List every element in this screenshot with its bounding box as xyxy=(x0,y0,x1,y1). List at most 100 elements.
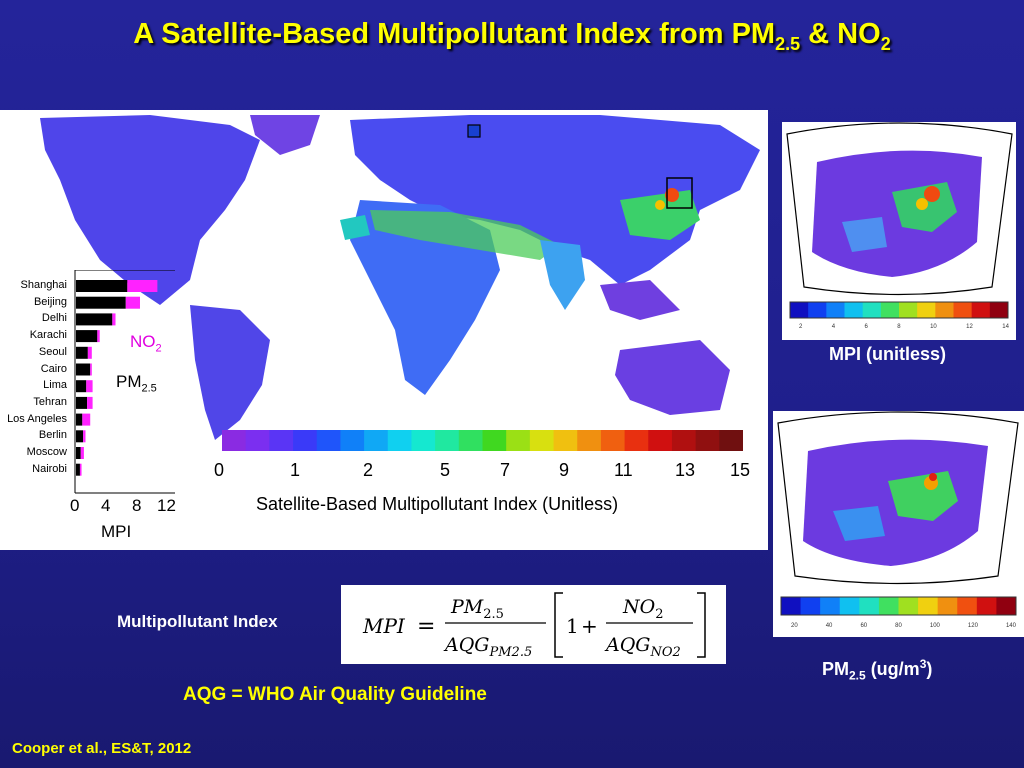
colorbar-tick-11: 11 xyxy=(614,460,633,480)
svg-text:PM2.5: PM2.5 xyxy=(450,596,504,622)
mini-cb1-cell-6 xyxy=(899,302,918,318)
bar-tick-8: 8 xyxy=(132,496,142,515)
city-label-7: Tehran xyxy=(33,395,67,408)
svg-text:=: = xyxy=(417,614,435,639)
colorbar-tick-5: 5 xyxy=(440,460,451,480)
city-label-5: Cairo xyxy=(40,362,67,375)
colorbar-cell-19 xyxy=(671,430,697,451)
mpi-equation: MPI = PM2.5 AQGPM2.5 1 + NO2 AQGNO2 xyxy=(341,585,726,664)
colorbar-cell-10 xyxy=(458,430,483,451)
legend-pm25: PM2.5 xyxy=(116,372,157,395)
city-label-4: Seoul xyxy=(38,345,67,358)
mini-cb2-cell-2 xyxy=(820,597,841,615)
city-mpi-bar-chart: Shanghai Beijing Delhi Karachi Seoul Cairo Lim… xyxy=(0,270,200,550)
colorbar-cell-4 xyxy=(316,430,341,451)
svg-text:NO2: NO2 xyxy=(622,596,663,622)
colorbar-title: Satellite-Based Multipollutant Index (Un… xyxy=(256,494,619,514)
mpi-colorbar xyxy=(222,430,743,451)
mini-cb2-cell-10 xyxy=(976,597,997,615)
eq-one: 1 xyxy=(566,614,579,638)
colorbar-tick-13: 13 xyxy=(675,460,696,480)
bar-pm25-6 xyxy=(76,380,87,393)
colorbar-cell-8 xyxy=(411,430,436,451)
colorbar-cell-18 xyxy=(648,430,673,451)
city-label-1: Beijing xyxy=(33,295,67,308)
pm25-inset-caption: PM2.5 (ug/m3) xyxy=(822,657,933,683)
colorbar-cell-3 xyxy=(293,430,318,451)
mini-cb2-cell-1 xyxy=(800,597,821,615)
colorbar-cell-14 xyxy=(553,430,578,451)
bar-pm25-9 xyxy=(76,430,84,443)
svg-text:+: + xyxy=(581,614,598,638)
colorbar-tick-7: 7 xyxy=(500,460,511,480)
mini-cb2-cell-9 xyxy=(957,597,978,615)
mini-cb2-cell-4 xyxy=(859,597,880,615)
china-pm25-map xyxy=(777,411,1019,616)
bar-no2-1 xyxy=(125,296,140,309)
bar-pm25-3 xyxy=(76,330,98,343)
mini-cb1-cell-4 xyxy=(862,302,882,318)
bar-no2-2 xyxy=(112,313,116,326)
colorbar-cell-11 xyxy=(482,430,507,451)
world-map-panel: Shanghai Beijing Delhi Karachi Seoul Cairo Lim… xyxy=(0,110,768,550)
bar-pm25-11 xyxy=(76,463,80,476)
aqg-note: AQG = WHO Air Quality Guideline xyxy=(183,684,487,705)
mini-cb1-cell-10 xyxy=(971,302,991,318)
china-mpi-inset: 2 4 6 8 10 12 14 xyxy=(782,122,1016,340)
mini-cb2-cell-0 xyxy=(781,597,802,615)
colorbar-tick-2: 2 xyxy=(363,460,374,480)
china-mpi-map xyxy=(786,122,1013,319)
mini-cb1-cell-11 xyxy=(989,302,1009,318)
bar-pm25-1 xyxy=(76,296,126,309)
bar-no2-8 xyxy=(82,413,91,426)
bar-pm25-0 xyxy=(76,280,128,292)
colorbar-cell-2 xyxy=(269,430,294,451)
world-mpi-map xyxy=(40,115,760,440)
bar-pm25-5 xyxy=(76,363,91,376)
bar-no2-6 xyxy=(86,380,93,393)
mini-cb1-cell-1 xyxy=(808,302,827,318)
eq-lhs: MPI xyxy=(362,614,406,638)
mini-cb1-cell-0 xyxy=(790,302,809,318)
colorbar-cell-13 xyxy=(529,430,555,451)
colorbar-cell-21 xyxy=(719,430,743,451)
mini-cb2-cell-5 xyxy=(878,597,899,615)
colorbar-cell-5 xyxy=(340,430,365,451)
colorbar-tick-0: 0 xyxy=(214,460,225,480)
bar-pm25-8 xyxy=(76,413,83,426)
pm25-inset-ticks: 20 40 60 80 100 120 140 xyxy=(791,623,1016,629)
colorbar-tick-9: 9 xyxy=(559,460,570,480)
colorbar-cell-15 xyxy=(577,430,602,451)
city-label-3: Karachi xyxy=(29,329,67,342)
city-label-8: Los Angeles xyxy=(7,412,67,425)
colorbar-cell-17 xyxy=(624,430,649,451)
mini-cb1-cell-5 xyxy=(880,302,900,318)
bar-no2-0 xyxy=(127,280,158,292)
legend-no2: NO2 xyxy=(130,332,162,355)
svg-text:AQGPM2.5: AQGPM2.5 xyxy=(443,634,532,660)
colorbar-cell-6 xyxy=(364,430,389,451)
equation-label: Multipollutant Index xyxy=(117,612,278,631)
bar-pm25-10 xyxy=(76,447,81,459)
bar-pm25-7 xyxy=(76,396,88,409)
mini-cb2-cell-3 xyxy=(839,597,860,615)
colorbar-cell-16 xyxy=(600,430,626,451)
mini-cb1-cell-2 xyxy=(826,302,845,318)
colorbar-cell-12 xyxy=(506,430,531,451)
colorbar-cell-7 xyxy=(387,430,412,451)
svg-text:AQGNO2: AQGNO2 xyxy=(604,634,681,660)
china-pm25-inset: 20 40 60 80 100 120 140 xyxy=(773,411,1024,637)
colorbar-cell-1 xyxy=(245,430,270,451)
city-label-6: Lima xyxy=(43,379,67,392)
bar-no2-9 xyxy=(83,430,86,443)
city-label-0: Shanghai xyxy=(20,279,68,291)
bar-tick-12: 12 xyxy=(157,496,176,515)
colorbar-cell-9 xyxy=(435,430,460,451)
mini-cb1-cell-8 xyxy=(935,302,954,318)
city-label-11: Nairobi xyxy=(32,462,67,475)
city-label-2: Delhi xyxy=(41,312,67,325)
bar-no2-10 xyxy=(80,447,84,459)
citation: Cooper et al., ES&T, 2012 xyxy=(12,740,192,757)
mini-cb1-cell-9 xyxy=(953,302,973,318)
bar-pm25-4 xyxy=(76,346,88,359)
